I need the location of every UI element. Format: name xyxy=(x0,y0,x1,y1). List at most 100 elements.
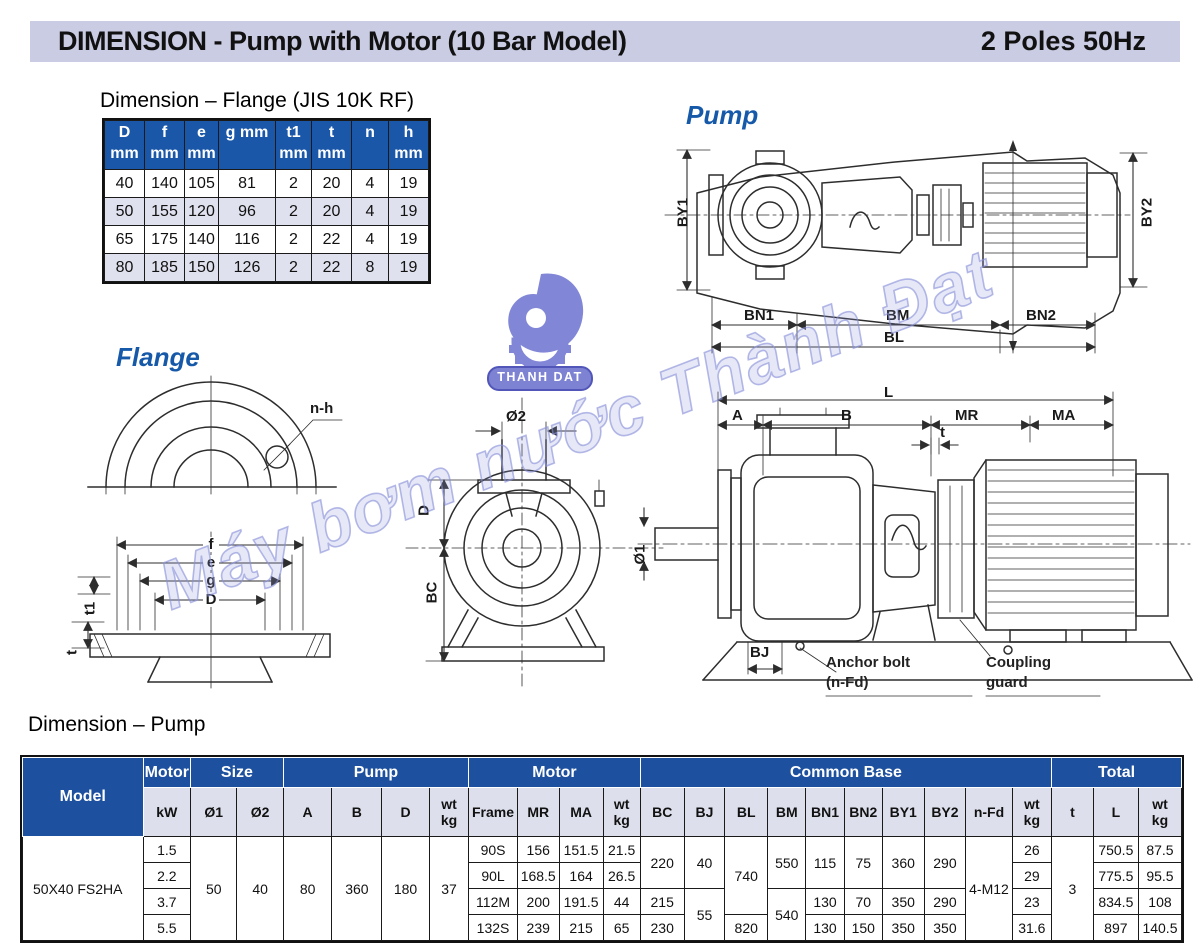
col-header: h mm xyxy=(388,120,429,170)
cell: 140.5 xyxy=(1137,914,1183,941)
table-row: 2.2 90L 168.5 164 26.5 29 775.5 95.5 xyxy=(23,862,1183,889)
col-header: MR xyxy=(516,787,560,837)
dim-label-bn1: BN1 xyxy=(744,307,775,324)
cell: 19 xyxy=(388,225,429,254)
col-header: BY1 xyxy=(881,787,925,837)
cell: 164 xyxy=(558,862,604,889)
group-header-pump: Pump xyxy=(282,757,470,788)
cell: 80 xyxy=(282,836,333,941)
cell: 96 xyxy=(218,197,276,226)
cell: 105 xyxy=(184,169,219,198)
cell: 37 xyxy=(428,836,470,941)
col-header: kW xyxy=(142,787,192,837)
dim-label-nh: n-h xyxy=(310,400,334,417)
cell: 140 xyxy=(184,225,219,254)
cell: 5.5 xyxy=(142,914,192,941)
cell: 31.6 xyxy=(1011,914,1053,941)
col-header: t1 mm xyxy=(275,120,312,170)
cell: 90S xyxy=(468,836,518,863)
dim-label-e: e xyxy=(203,555,219,570)
coupling-guard-note: Coupling guard xyxy=(986,654,1051,691)
cell: 3 xyxy=(1051,836,1094,941)
cell: 750.5 xyxy=(1092,836,1139,863)
anchor-bolt-note: Anchor bolt (n-Fd) xyxy=(826,654,911,691)
dim-label-bj: BJ xyxy=(750,644,770,661)
col-header: BC xyxy=(639,787,685,837)
cell: 191.5 xyxy=(558,888,604,915)
dim-label-t-side: t xyxy=(940,424,945,441)
cell: 130 xyxy=(805,888,845,915)
dim-label-o2: Ø2 xyxy=(506,408,527,425)
group-header-motor2: Motor xyxy=(468,757,641,788)
cell: 2 xyxy=(275,169,312,198)
cell: 22 xyxy=(311,253,352,282)
cell: 350 xyxy=(923,914,967,941)
table-row: 40 140 105 81 2 20 4 19 xyxy=(104,169,429,198)
col-header: g mm xyxy=(218,120,276,170)
cell: 775.5 xyxy=(1092,862,1139,889)
cell: 2 xyxy=(275,253,312,282)
cell: 350 xyxy=(881,914,925,941)
cell: 3.7 xyxy=(142,888,192,915)
cell: 140 xyxy=(144,169,185,198)
col-header: n xyxy=(351,120,389,170)
table-row: 65 175 140 116 2 22 4 19 xyxy=(104,225,429,254)
cell: 26.5 xyxy=(602,862,641,889)
cell: 65 xyxy=(602,914,641,941)
col-header: e mm xyxy=(184,120,219,170)
cell: 40 xyxy=(683,836,726,889)
cell: 151.5 xyxy=(558,836,604,863)
dim-label-bn2: BN2 xyxy=(1026,307,1057,324)
col-header: f mm xyxy=(144,120,185,170)
pump-top-view-drawing xyxy=(664,140,1148,354)
dim-label-t1: t1 xyxy=(81,601,99,616)
dim-label-by2: BY2 xyxy=(1138,197,1156,228)
cell: 350 xyxy=(881,888,925,915)
cell: 26 xyxy=(1011,836,1053,863)
cell: 8 xyxy=(351,253,389,282)
col-header: D xyxy=(381,787,430,837)
flange-drawing-title: Flange xyxy=(116,342,200,372)
cell: 834.5 xyxy=(1092,888,1139,915)
dim-label-g: g xyxy=(203,573,219,588)
dim-label-bm: BM xyxy=(886,307,910,324)
dim-label-ma: MA xyxy=(1052,407,1076,424)
col-header: BM xyxy=(767,787,807,837)
thanh-dat-logo xyxy=(487,273,593,391)
cell: 220 xyxy=(639,836,685,889)
dim-label-d-section: D xyxy=(415,505,433,516)
cell: 239 xyxy=(516,914,560,941)
cell: 200 xyxy=(516,888,560,915)
col-header: Ø2 xyxy=(236,787,284,837)
group-header-model: Model xyxy=(22,757,144,837)
cell: 87.5 xyxy=(1137,836,1183,863)
cell: 215 xyxy=(558,914,604,941)
cell: 4 xyxy=(351,225,389,254)
col-header: BN1 xyxy=(805,787,845,837)
cell: 175 xyxy=(144,225,185,254)
cell: 550 xyxy=(767,836,807,889)
dim-label-a: A xyxy=(732,407,743,424)
cell: 290 xyxy=(923,836,967,889)
col-header: wt kg xyxy=(1011,787,1053,837)
col-header: t mm xyxy=(311,120,352,170)
cell: 50 xyxy=(104,197,145,226)
col-header: t xyxy=(1051,787,1094,837)
col-header: BJ xyxy=(683,787,726,837)
dim-label-l: L xyxy=(884,384,894,401)
cell: 156 xyxy=(516,836,560,863)
col-header: n-Fd xyxy=(965,787,1013,837)
dim-label-mr: MR xyxy=(955,407,979,424)
flange-table-title: Dimension – Flange (JIS 10K RF) xyxy=(100,89,414,112)
cell: 23 xyxy=(1011,888,1053,915)
group-header-common-base: Common Base xyxy=(639,757,1053,788)
cell: 897 xyxy=(1092,914,1139,941)
pump-section-drawing xyxy=(405,397,664,691)
cell: 22 xyxy=(311,225,352,254)
group-header-total: Total xyxy=(1051,757,1182,788)
cell: 112M xyxy=(468,888,518,915)
cell: 80 xyxy=(104,253,145,282)
cell: 180 xyxy=(381,836,430,941)
